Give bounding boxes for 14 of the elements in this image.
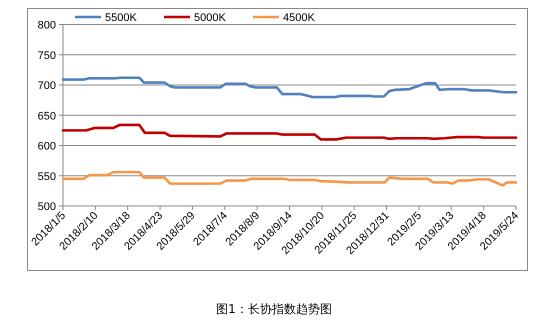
y-tick-label: 550 (38, 170, 56, 183)
legend-label: 4500K (283, 12, 316, 24)
y-tick-label: 600 (38, 140, 56, 152)
y-tick-label: 500 (38, 201, 56, 213)
line-series (62, 76, 518, 98)
y-tick-label: 800 (38, 20, 56, 32)
line-series (62, 124, 518, 141)
y-tick-label: 650 (38, 110, 56, 122)
y-tick-label: 750 (38, 50, 56, 62)
line-series (62, 170, 518, 187)
legend-label: 5000K (194, 12, 226, 24)
legend-label: 5500K (105, 12, 138, 24)
caption: 图1：长协指数趋势图 (216, 302, 332, 316)
y-tick-label: 700 (38, 80, 56, 92)
